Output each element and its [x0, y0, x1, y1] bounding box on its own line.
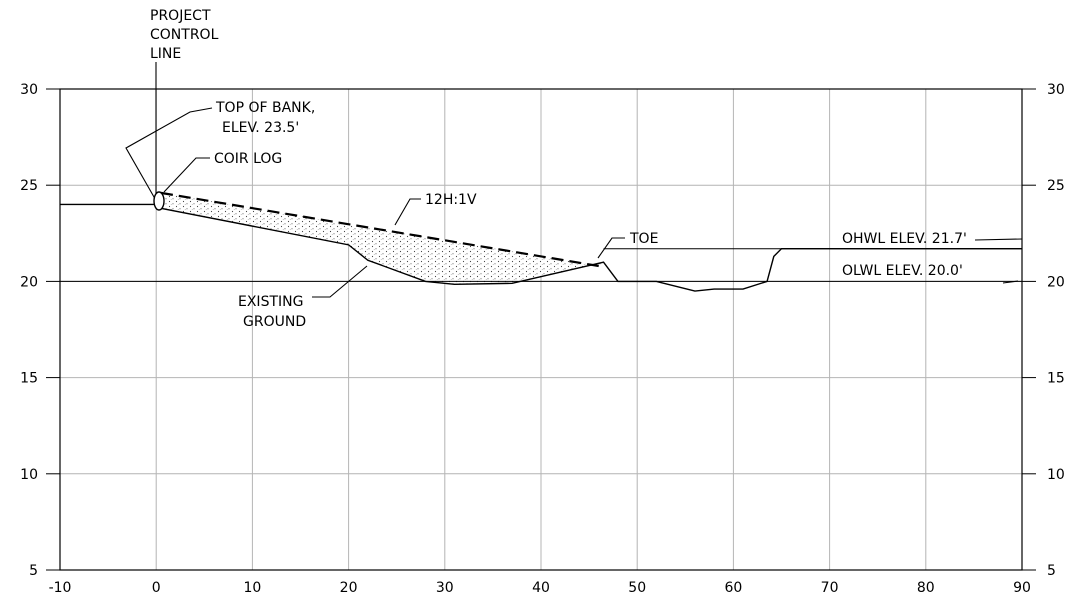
leader-ohwl: [974, 238, 1023, 241]
annotation-text: TOP OF BANK,: [215, 100, 315, 116]
annotation-text: PROJECT: [150, 8, 211, 24]
y-tick-label-left: 20: [20, 274, 38, 290]
leader-slope: [394, 198, 421, 226]
x-tick-label: 90: [1013, 580, 1031, 596]
grid-lines: [60, 89, 1022, 570]
y-tick-label-left: 10: [20, 467, 38, 483]
y-tick-label-left: 25: [20, 178, 38, 194]
y-tick-label-left: 15: [20, 371, 38, 387]
leader-coir-log: [163, 157, 210, 193]
y-tick-label-right: 10: [1047, 467, 1065, 483]
leader-existing-ground: [312, 265, 368, 298]
y-tick-label-right: 25: [1047, 178, 1065, 194]
ground-profile: [60, 191, 1022, 292]
ground-line: [60, 203, 1022, 292]
leader-toe: [597, 237, 625, 259]
x-tick-label: -10: [49, 580, 72, 596]
coir-log-symbol: [153, 191, 165, 211]
annotation-existing-ground: EXISTING GROUND: [238, 294, 306, 330]
x-tick-label: 50: [628, 580, 646, 596]
annotation-text: LINE: [150, 46, 181, 62]
annotation-olwl: OLWL ELEV. 20.0': [842, 263, 963, 279]
leader-olwl: [1002, 280, 1019, 284]
annotation-text: GROUND: [243, 314, 306, 330]
tick-labels: -10 0 10 20 30 40 50 60 70 80 90 5 5 10 10 15 15 20 20 25 25…: [20, 82, 1065, 596]
annotation-ohwl: OHWL ELEV. 21.7': [842, 231, 967, 247]
y-tick-label-right: 20: [1047, 274, 1065, 290]
leader-top-of-bank: [125, 107, 213, 205]
x-tick-label: 0: [152, 580, 161, 596]
plot-frame: [46, 88, 1036, 571]
leader-lines: [125, 62, 1023, 298]
annotation-slope: 12H:1V: [425, 192, 477, 208]
y-tick-label-left: 30: [20, 82, 38, 98]
annotation-text: CONTROL: [150, 27, 219, 43]
fill-region: [161, 192, 604, 285]
x-tick-label: 10: [243, 580, 261, 596]
x-tick-label: 40: [532, 580, 550, 596]
y-tick-label-right: 5: [1047, 563, 1056, 579]
x-tick-label: 70: [821, 580, 839, 596]
y-tick-label-right: 15: [1047, 371, 1065, 387]
annotation-project-control-line: PROJECT CONTROL LINE: [150, 8, 219, 62]
annotation-toe: TOE: [629, 231, 658, 247]
annotation-top-of-bank: TOP OF BANK, ELEV. 23.5': [215, 100, 315, 136]
annotation-text: EXISTING: [238, 294, 303, 310]
x-tick-label: 30: [436, 580, 454, 596]
y-tick-label-right: 30: [1047, 82, 1065, 98]
annotation-coir-log: COIR LOG: [214, 151, 282, 167]
plot-border: [59, 88, 1023, 571]
x-tick-label: 20: [340, 580, 358, 596]
y-tick-label-left: 5: [29, 563, 38, 579]
fill-material: [161, 192, 604, 285]
x-tick-label: 60: [724, 580, 742, 596]
x-tick-label: 80: [917, 580, 935, 596]
slope-line: [160, 191, 599, 268]
annotation-text: ELEV. 23.5': [222, 120, 299, 136]
